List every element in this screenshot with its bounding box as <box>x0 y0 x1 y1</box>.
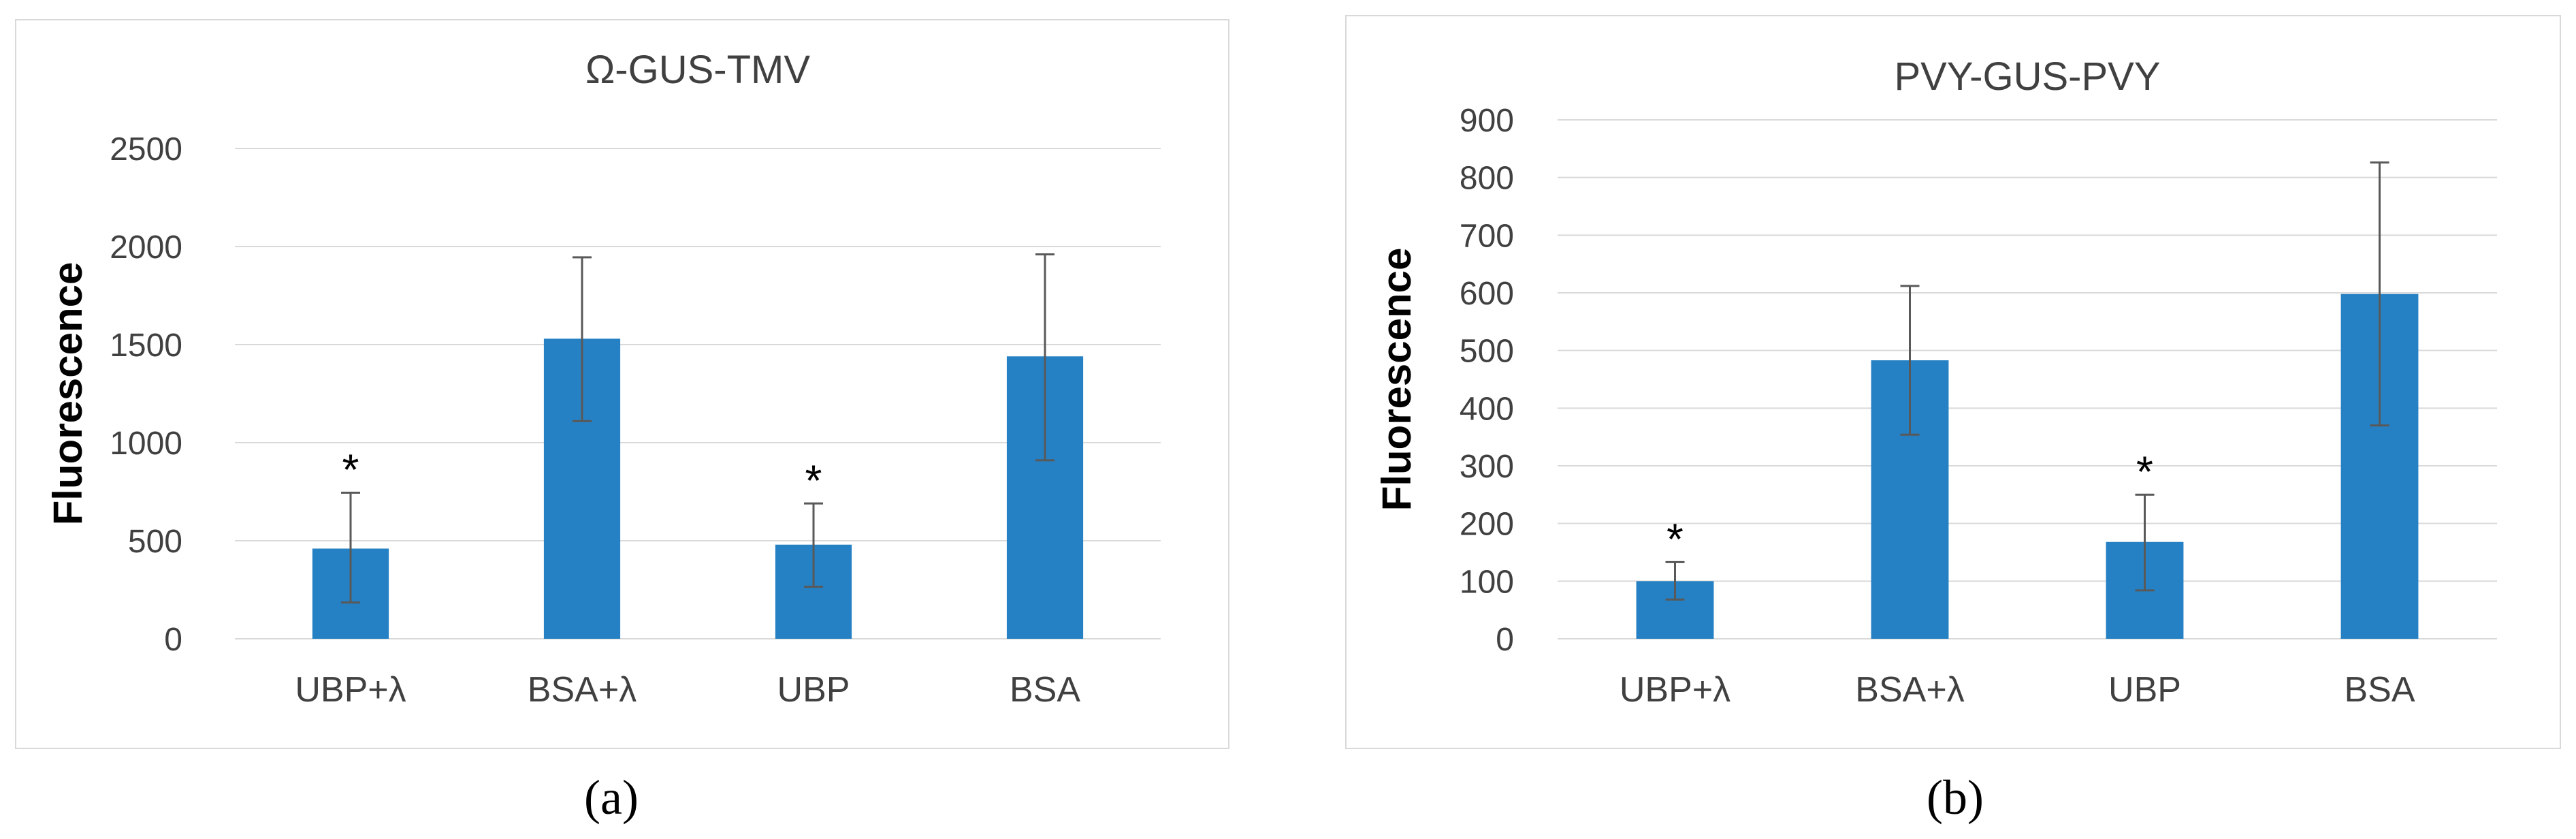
charta-ylabel: Fluorescence <box>45 262 91 526</box>
charta-category-label-1: BSA+λ <box>528 670 637 710</box>
charta-category-label-0: UBP+λ <box>295 670 406 710</box>
chartb-ylabel: Fluorescence <box>1374 248 1419 511</box>
chartb-ytick-label-7: 700 <box>1460 218 1514 254</box>
chartb-ytick-label-3: 300 <box>1460 449 1514 485</box>
charta-title: Ω-GUS-TMV <box>585 48 810 92</box>
chartb-ytick-label-9: 900 <box>1460 103 1514 139</box>
chartb-category-label-3: BSA <box>2344 670 2415 710</box>
charta-ytick-label-3: 1500 <box>110 328 182 364</box>
charta-ytick-label-1: 500 <box>128 524 182 560</box>
chartb-ytick-label-5: 500 <box>1460 334 1514 370</box>
chartb-ytick-label-2: 200 <box>1460 507 1514 543</box>
chartb-significance-star-2: * <box>2136 447 2153 496</box>
caption-b: (b) <box>1927 770 1984 825</box>
charta-ytick-label-4: 2000 <box>110 229 182 266</box>
charta-ytick-label-2: 1000 <box>110 426 182 462</box>
charta-ytick-label-5: 2500 <box>110 131 182 168</box>
charta-category-label-3: BSA <box>1010 670 1080 710</box>
charta-significance-star-2: * <box>805 456 822 505</box>
charta-ytick-label-0: 0 <box>164 622 182 658</box>
charta-category-label-2: UBP <box>777 670 850 710</box>
chartb-ytick-label-6: 600 <box>1460 276 1514 312</box>
chartb-ytick-label-8: 800 <box>1460 161 1514 197</box>
chartb-ytick-label-4: 400 <box>1460 391 1514 427</box>
chartb-ytick-label-1: 100 <box>1460 564 1514 600</box>
caption-a: (a) <box>584 770 639 825</box>
chartb-category-label-0: UBP+λ <box>1620 670 1730 710</box>
chartb-title: PVY-GUS-PVY <box>1894 54 2160 99</box>
chartb-ytick-label-0: 0 <box>1496 622 1514 658</box>
chartb-category-label-1: BSA+λ <box>1855 670 1964 710</box>
charta-significance-star-0: * <box>342 445 359 494</box>
chartb-category-label-2: UBP <box>2108 670 2181 710</box>
chartb-significance-star-0: * <box>1667 514 1684 563</box>
